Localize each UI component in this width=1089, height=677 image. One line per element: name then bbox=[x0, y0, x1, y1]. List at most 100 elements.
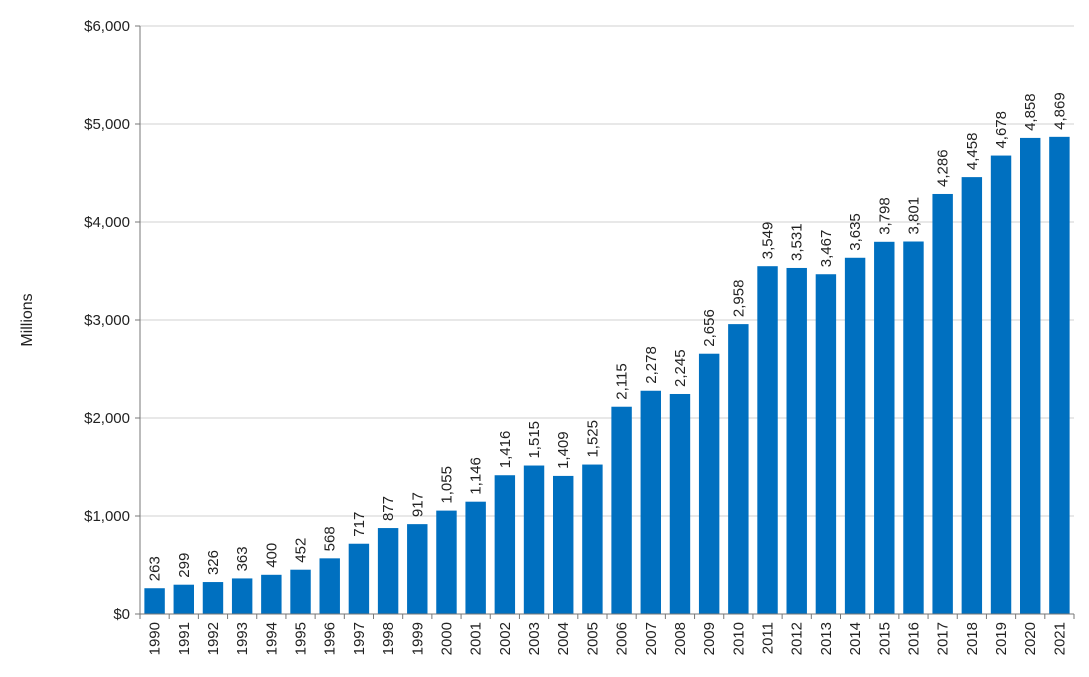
bar-2014 bbox=[844, 257, 866, 614]
data-label: 363 bbox=[234, 546, 251, 571]
bar-1992 bbox=[202, 582, 224, 614]
bar-1994 bbox=[261, 574, 282, 614]
bar-2000 bbox=[436, 510, 457, 614]
bar-2019 bbox=[990, 155, 1012, 614]
bar-2006 bbox=[611, 406, 632, 614]
x-tick-label: 2008 bbox=[672, 622, 689, 655]
data-label: 1,525 bbox=[584, 420, 601, 458]
x-tick-label: 1996 bbox=[322, 622, 339, 655]
bar-2003 bbox=[523, 465, 545, 614]
bar-2020 bbox=[1020, 137, 1041, 614]
data-label: 299 bbox=[176, 553, 193, 578]
bar-2001 bbox=[465, 501, 486, 614]
data-label: 4,678 bbox=[993, 111, 1010, 149]
x-tick-label: 2002 bbox=[497, 622, 514, 655]
x-axis-ticks: 1990 1991 1992 1993 1994 1995 1996 1997 1998 1999… bbox=[139, 614, 1075, 655]
bar-2005 bbox=[582, 464, 603, 614]
data-label: 1,515 bbox=[526, 421, 543, 459]
data-label: 452 bbox=[293, 538, 310, 563]
bar-1998 bbox=[377, 528, 399, 614]
x-tick-label: 2015 bbox=[876, 622, 893, 655]
data-label: 1,416 bbox=[497, 431, 514, 469]
bar-2017 bbox=[932, 193, 953, 615]
y-tick-label: $4,000 bbox=[84, 214, 130, 231]
x-tick-label: 1990 bbox=[147, 622, 164, 655]
data-label: 4,869 bbox=[1051, 92, 1068, 130]
x-tick-label: 2020 bbox=[1022, 622, 1039, 655]
bar-2004 bbox=[553, 475, 574, 614]
bar-2013 bbox=[815, 274, 837, 614]
data-label: 1,409 bbox=[555, 431, 572, 469]
x-tick-label: 2011 bbox=[760, 622, 777, 654]
x-tick-label: 1993 bbox=[234, 622, 251, 655]
bar-2012 bbox=[786, 267, 807, 614]
data-label: 1,055 bbox=[438, 466, 455, 504]
x-tick-label: 1997 bbox=[351, 622, 368, 655]
bar-1996 bbox=[319, 558, 340, 614]
x-tick-label: 2010 bbox=[730, 622, 747, 655]
bar-1991 bbox=[173, 584, 194, 614]
x-tick-label: 2021 bbox=[1051, 622, 1068, 655]
x-tick-label: 2014 bbox=[847, 622, 864, 655]
bar-1999 bbox=[407, 524, 428, 614]
x-tick-label: 2006 bbox=[614, 622, 631, 655]
x-tick-label: 1991 bbox=[176, 622, 193, 655]
data-label: 4,286 bbox=[935, 149, 952, 187]
bar-1995 bbox=[290, 569, 311, 614]
data-label: 3,801 bbox=[905, 197, 922, 235]
x-tick-label: 1999 bbox=[409, 622, 426, 655]
bar-2008 bbox=[669, 393, 691, 614]
bar-2011 bbox=[757, 266, 778, 614]
y-tick-label: $6,000 bbox=[84, 18, 130, 35]
bar-2016 bbox=[903, 241, 924, 614]
bar-2021 bbox=[1049, 136, 1070, 614]
x-tick-label: 2001 bbox=[468, 622, 485, 655]
data-label: 3,635 bbox=[847, 213, 864, 251]
bar-2015 bbox=[874, 241, 895, 614]
y-axis-ticks: $0 $1,000 $2,000 $3,000 $4,000 $5,000 $6,000 bbox=[84, 18, 140, 623]
bar-1993 bbox=[231, 578, 253, 614]
x-tick-label: 1992 bbox=[205, 622, 222, 655]
x-tick-label: 1995 bbox=[293, 622, 310, 655]
x-tick-label: 2000 bbox=[438, 622, 455, 655]
data-label: 717 bbox=[351, 512, 368, 537]
data-label: 263 bbox=[147, 556, 164, 581]
x-tick-label: 2007 bbox=[643, 622, 660, 655]
data-label: 1,146 bbox=[468, 457, 485, 495]
x-tick-label: 2016 bbox=[905, 622, 922, 655]
x-tick-label: 2003 bbox=[526, 622, 543, 655]
data-label: 2,656 bbox=[701, 309, 718, 347]
data-label: 4,458 bbox=[964, 133, 981, 171]
data-label: 3,798 bbox=[876, 197, 893, 235]
data-label: 3,549 bbox=[760, 222, 777, 260]
y-tick-label: $3,000 bbox=[84, 312, 130, 329]
x-tick-label: 2019 bbox=[993, 622, 1010, 655]
data-label: 3,467 bbox=[818, 230, 835, 268]
y-tick-label: $0 bbox=[113, 606, 130, 623]
x-tick-label: 2018 bbox=[964, 622, 981, 655]
axes bbox=[139, 26, 1074, 615]
data-label: 877 bbox=[380, 496, 397, 521]
x-tick-label: 2013 bbox=[818, 622, 835, 655]
data-label: 2,245 bbox=[672, 349, 689, 387]
data-label: 2,958 bbox=[730, 280, 747, 318]
y-tick-label: $2,000 bbox=[84, 410, 130, 427]
x-tick-label: 1998 bbox=[380, 622, 397, 655]
bar-2018 bbox=[961, 177, 983, 614]
bar-2002 bbox=[494, 475, 516, 614]
bar-2009 bbox=[698, 353, 720, 614]
data-label: 4,858 bbox=[1022, 93, 1039, 131]
y-tick-label: $5,000 bbox=[84, 116, 130, 133]
y-tick-label: $1,000 bbox=[84, 508, 130, 525]
x-tick-label: 2012 bbox=[789, 622, 806, 655]
data-label: 400 bbox=[263, 543, 280, 568]
data-label: 2,115 bbox=[614, 363, 631, 399]
data-label: 917 bbox=[409, 492, 426, 517]
x-tick-label: 1994 bbox=[263, 622, 280, 655]
y-axis-title: Millions bbox=[19, 293, 36, 346]
bars bbox=[144, 136, 1070, 615]
x-tick-label: 2005 bbox=[584, 622, 601, 655]
data-label: 3,531 bbox=[789, 223, 806, 261]
data-labels: 263 299 326 363 400 452 568 717 877 917 1,055 1,146… bbox=[147, 92, 1069, 581]
bar-1990 bbox=[144, 588, 165, 614]
